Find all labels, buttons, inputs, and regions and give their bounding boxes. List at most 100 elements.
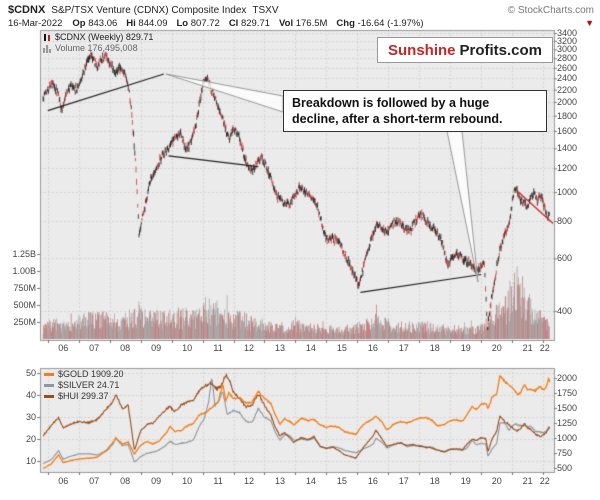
axis-tick-label: 1600 — [557, 125, 578, 136]
legend-item-label: $SILVER 24.71 — [58, 380, 120, 390]
axis-tick-label: 1.00B — [12, 266, 36, 276]
axis-tick-label: 1250 — [557, 418, 578, 428]
price-legend-row: $CDNX (Weekly) 829.71 — [43, 32, 153, 42]
chart-header: $CDNX S&P/TSX Venture (CDNX) Composite I… — [8, 4, 594, 16]
axis-tick-label: 12 — [243, 476, 254, 486]
axis-tick-label: 12 — [243, 343, 254, 353]
quote-chg: Chg -16.64 (-1.97%) — [336, 18, 424, 29]
axis-tick-label: 13 — [274, 476, 285, 486]
lower-chart-legend: $GOLD 1909.20 $SILVER 24.71 $HUI 299.37 — [44, 369, 124, 402]
index-name: S&P/TSX Venture (CDNX) Composite Index — [51, 5, 247, 16]
stockcharts-copyright: © StockCharts.com — [507, 5, 594, 16]
axis-tick-label: 14 — [305, 476, 316, 486]
watermark-word1: Sunshine — [387, 41, 456, 59]
legend-swatch-icon — [44, 394, 54, 398]
annotation-line2: decline, after a short-term rebound. — [292, 112, 503, 126]
axis-tick-label: 21 — [522, 343, 533, 353]
axis-tick-label: 1500 — [557, 403, 578, 413]
axis-tick-label: 18 — [429, 343, 440, 353]
quote-date: 16-Mar-2022 — [8, 18, 63, 29]
quote-line: 16-Mar-2022 Op 843.06 Hi 844.09 Lo 807.72 C… — [8, 18, 594, 29]
axis-tick-label: 30 — [25, 412, 36, 422]
ticker-symbol: $CDNX — [8, 4, 46, 16]
legend-silver: $SILVER 24.71 — [44, 380, 124, 390]
axis-tick-label: 400 — [557, 306, 573, 317]
legend-hui: $HUI 299.37 — [44, 391, 124, 401]
axis-tick-label: 50 — [25, 368, 36, 378]
sunshine-profits-watermark: Sunshine Profits.com — [377, 37, 553, 63]
axis-tick-label: 15 — [336, 343, 347, 353]
axis-tick-label: 16 — [367, 343, 378, 353]
volume-legend-label: Volume 176,495,008 — [55, 43, 138, 53]
axis-tick-label: 800 — [557, 216, 573, 226]
axis-tick-label: 15 — [336, 476, 347, 486]
axis-tick-label: 19 — [460, 343, 471, 353]
axis-tick-label: 07 — [89, 343, 100, 353]
legend-item-label: $GOLD 1909.20 — [58, 369, 124, 379]
exchange-label: TSXV — [252, 5, 279, 16]
legend-gold: $GOLD 1909.20 — [44, 369, 124, 379]
quote-values: Op 843.06 Hi 844.09 Lo 807.72 Cl 829.71 Vol … — [72, 18, 423, 29]
candlestick-icon — [44, 33, 50, 41]
axis-tick-label: 750 — [557, 448, 573, 458]
axis-tick-label: 1800 — [557, 110, 578, 121]
axis-tick-label: 07 — [89, 476, 100, 486]
axis-tick-label: 3400 — [557, 28, 578, 38]
axis-tick-label: 22 — [539, 343, 550, 353]
axis-tick-label: 08 — [120, 343, 131, 353]
quote-vol: Vol 176.5M — [279, 18, 328, 29]
axis-tick-label: 1.25B — [12, 249, 36, 259]
axis-tick-label: 20 — [491, 343, 502, 353]
axis-tick-label: 2800 — [557, 53, 578, 64]
axis-tick-label: 10 — [25, 456, 36, 466]
volume-legend-row: Volume 176,495,008 — [43, 43, 153, 53]
axis-tick-label: 06 — [58, 343, 69, 353]
axis-tick-label: 16 — [367, 476, 378, 486]
axis-tick-label: 1750 — [557, 388, 578, 398]
axis-tick-label: 40 — [25, 390, 36, 400]
main-chart-legend: $CDNX (Weekly) 829.71 Volume 176,495,008 — [43, 32, 153, 54]
axis-tick-label: 250M — [13, 317, 36, 327]
axis-tick-label: 14 — [305, 343, 316, 353]
axis-tick-label: 13 — [274, 343, 285, 353]
axis-tick-label: 750M — [13, 283, 36, 293]
legend-swatch-icon — [44, 383, 54, 387]
axis-tick-label: 1000 — [557, 433, 578, 443]
axis-tick-label: 11 — [213, 343, 223, 353]
axis-tick-label: 20 — [25, 434, 36, 444]
watermark-word2: Profits.com — [459, 41, 543, 59]
axis-tick-label: 21 — [522, 476, 533, 486]
axis-tick-label: 500M — [13, 300, 36, 310]
axis-tick-label: 06 — [58, 476, 69, 486]
axis-tick-label: 2000 — [557, 96, 578, 107]
volume-bars-icon — [43, 44, 51, 53]
axis-tick-label: 500 — [557, 463, 573, 473]
axis-tick-label: 19 — [460, 476, 471, 486]
axis-tick-label: 10 — [182, 476, 193, 486]
axis-tick-label: 3200 — [557, 35, 578, 46]
axis-tick-label: 10 — [182, 343, 193, 353]
axis-tick-label: 08 — [120, 476, 131, 486]
quote-hi: Hi 844.09 — [126, 18, 168, 29]
axis-tick-label: 22 — [539, 476, 550, 486]
legend-item-label: $HUI 299.37 — [58, 391, 109, 401]
axis-tick-label: 09 — [151, 476, 162, 486]
axis-tick-label: 20 — [491, 476, 502, 486]
axis-tick-label: 09 — [151, 343, 162, 353]
axis-tick-label: 18 — [429, 476, 440, 486]
axis-tick-label: 2200 — [557, 84, 578, 95]
annotation-line1: Breakdown is followed by a huge — [292, 96, 490, 110]
axis-tick-label: 1400 — [557, 143, 578, 154]
axis-tick-label: 600 — [557, 253, 573, 264]
down-arrow-icon: ▼ — [585, 18, 594, 28]
quote-op: Op 843.06 — [72, 18, 118, 29]
axis-tick-label: 2600 — [557, 62, 578, 73]
axis-tick-label: 2400 — [557, 73, 578, 84]
axis-tick-label: 1000 — [557, 187, 578, 198]
legend-swatch-icon — [44, 372, 54, 376]
axis-tick-label: 17 — [398, 476, 409, 486]
axis-tick-label: 17 — [398, 343, 409, 353]
axis-tick-label: 1200 — [557, 163, 578, 174]
